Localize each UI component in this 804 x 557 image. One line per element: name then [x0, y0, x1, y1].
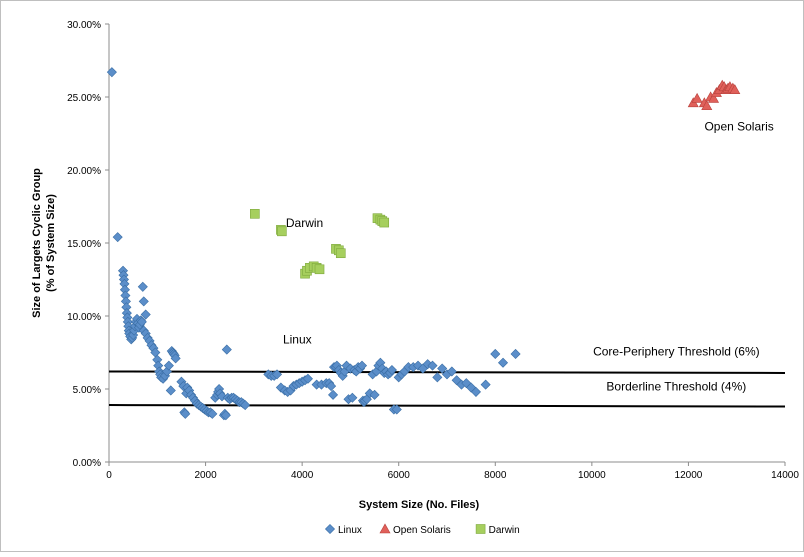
linux-point — [207, 408, 218, 419]
linux-point — [446, 366, 457, 377]
y-tick-label: 30.00% — [67, 20, 101, 31]
x-tick-label: 12000 — [675, 470, 703, 481]
linux-point — [391, 404, 402, 415]
axes: 0.00% 5.00% 10.00% 15.00% 20.00% 25.00% 30.00%… — [31, 20, 799, 511]
linux-point — [106, 67, 117, 78]
open-solaris-point — [729, 84, 741, 94]
y-tick-label: 15.00% — [67, 239, 101, 250]
legend-marker-darwin — [475, 524, 486, 534]
legend-label-linux: Linux — [338, 525, 362, 536]
linux-point — [163, 360, 174, 371]
y-axis-title-line: (% of System Size) — [45, 194, 57, 292]
linux-point — [347, 392, 358, 403]
annotation-open-solaris: Open Solaris — [704, 120, 773, 134]
x-tick-label: 0 — [106, 470, 112, 481]
darwin-point — [379, 217, 390, 228]
y-tick-label: 10.00% — [67, 312, 101, 323]
threshold-line-1 — [108, 404, 786, 408]
linux-point — [272, 369, 283, 380]
linux-point — [165, 385, 176, 396]
x-tick-label: 10000 — [578, 470, 606, 481]
linux-point — [451, 375, 462, 386]
linux-point — [480, 379, 491, 390]
linux-point — [326, 381, 337, 392]
annotation-linux: Linux — [283, 333, 312, 347]
legend-marker-linux — [324, 523, 336, 535]
x-tick-label: 14000 — [771, 470, 799, 481]
linux-point — [302, 373, 313, 384]
linux-point — [497, 357, 509, 368]
linux-point — [328, 389, 339, 400]
y-axis-title: Size of Largets Cyclic Group (% of System… — [31, 168, 57, 318]
linux-point — [170, 353, 181, 364]
linux-point — [356, 360, 368, 371]
linux-point — [140, 309, 151, 320]
x-tick-label: 6000 — [388, 470, 411, 481]
linux-point — [221, 344, 232, 355]
linux-point — [470, 386, 481, 397]
y-tick-label: 20.00% — [67, 166, 101, 177]
y-tick-label: 0.00% — [73, 458, 101, 469]
linux-point — [220, 410, 231, 421]
annotation-darwin: Darwin — [286, 216, 323, 230]
darwin-point — [335, 248, 346, 259]
open-solaris-point — [708, 92, 720, 103]
data-points — [106, 67, 741, 421]
darwin-point — [314, 264, 325, 275]
linux-point — [369, 389, 380, 400]
legend-label-darwin: Darwin — [489, 525, 520, 536]
linux-point — [216, 391, 228, 402]
open-solaris-point — [691, 92, 703, 103]
y-axis-title-line: Size of Largets Cyclic Group — [31, 168, 43, 318]
legend-label-open-solaris: Open Solaris — [393, 525, 451, 536]
linux-point — [510, 348, 521, 359]
darwin-point — [250, 209, 260, 219]
linux-point — [432, 372, 443, 383]
x-axis-title: System Size (No. Files) — [359, 499, 480, 511]
open-solaris-point — [701, 100, 713, 111]
x-tick-label: 8000 — [484, 470, 507, 481]
linux-point — [461, 378, 472, 389]
linux-point — [466, 382, 477, 393]
darwin-point — [277, 226, 287, 237]
linux-point — [437, 363, 448, 374]
x-tick-label: 2000 — [194, 470, 217, 481]
linux-point — [386, 364, 397, 376]
linux-point — [136, 316, 147, 327]
annotations: Open Solaris Darwin Linux Core-Periphery Th… — [283, 120, 774, 394]
legend-marker-open-solaris — [379, 523, 391, 534]
linux-point — [180, 408, 191, 419]
linux-point — [112, 232, 123, 243]
annotation-core-periphery-threshold-6: Core-Periphery Threshold (6%) — [593, 344, 760, 358]
linux-point — [161, 366, 172, 377]
linux-point — [138, 296, 149, 307]
linux-point — [341, 360, 352, 371]
linux-point — [240, 400, 251, 411]
linux-point — [490, 348, 501, 359]
linux-point — [137, 281, 148, 292]
x-tick-label: 4000 — [291, 470, 314, 481]
linux-point — [275, 382, 286, 393]
linux-point — [427, 360, 438, 371]
legend: Linux Open Solaris Darwin — [324, 523, 520, 536]
y-tick-label: 5.00% — [73, 385, 101, 396]
y-tick-label: 25.00% — [67, 93, 101, 104]
annotation-borderline-threshold-4: Borderline Threshold (4%) — [606, 379, 746, 393]
